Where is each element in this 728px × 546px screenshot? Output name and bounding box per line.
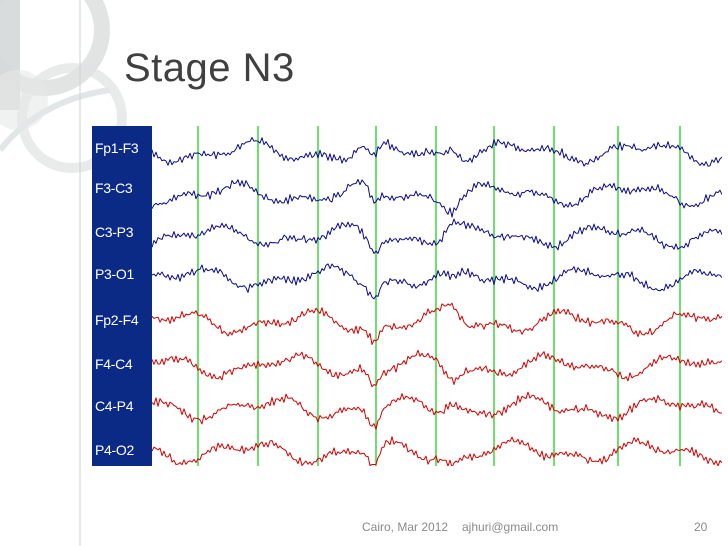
channel-label: C4-P4 xyxy=(95,398,134,414)
eeg-recording: Fp1-F3 F3-C3 C3-P3 P3-O1 Fp2-F4 F4-C4 C4… xyxy=(92,126,722,466)
eeg-trace-c4-p4 xyxy=(152,391,722,430)
channel-label: P3-O1 xyxy=(95,266,134,282)
decorative-arc xyxy=(0,87,111,152)
page-number: 20 xyxy=(694,520,708,534)
channel-label-panel: Fp1-F3 F3-C3 C3-P3 P3-O1 Fp2-F4 F4-C4 C4… xyxy=(92,126,152,466)
channel-label: P4-O2 xyxy=(95,442,134,458)
eeg-trace-fp1-f3 xyxy=(152,137,722,167)
eeg-traces xyxy=(152,126,722,466)
eeg-trace-p3-o1 xyxy=(152,263,722,300)
footer-email: ajhuri@gmail.com xyxy=(462,520,559,534)
eeg-trace-f3-c3 xyxy=(152,178,722,218)
eeg-trace-f4-c4 xyxy=(152,349,722,388)
footer-location-date: Cairo, Mar 2012 xyxy=(362,520,449,534)
channel-label: Fp1-F3 xyxy=(95,140,139,156)
slide-title: Stage N3 xyxy=(124,46,295,90)
channel-label: F4-C4 xyxy=(95,356,133,372)
channel-label: C3-P3 xyxy=(95,224,134,240)
eeg-trace-fp2-f4 xyxy=(152,302,722,345)
channel-label: Fp2-F4 xyxy=(95,312,139,328)
eeg-trace-p4-o2 xyxy=(152,436,722,466)
channel-label: F3-C3 xyxy=(95,180,133,196)
eeg-trace-c3-p3 xyxy=(152,218,722,254)
